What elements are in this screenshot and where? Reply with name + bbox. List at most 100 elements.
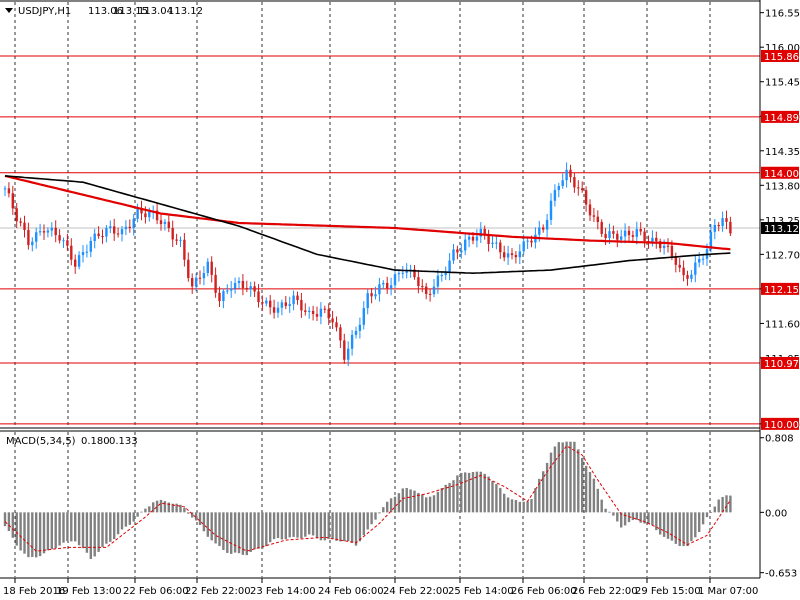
- candle-body: [327, 309, 330, 319]
- x-tick-label: 19 Feb 13:00: [56, 586, 122, 597]
- macd-bar: [526, 501, 529, 513]
- candle-body: [627, 230, 631, 236]
- candle-body: [27, 229, 30, 246]
- y-tick-label: 113.25: [765, 216, 800, 227]
- level-tag-label: 114.89: [764, 113, 799, 124]
- candle-body: [389, 285, 393, 289]
- macd-bar: [627, 512, 631, 523]
- level-tag: [761, 110, 799, 123]
- candle-body: [639, 229, 642, 232]
- candle-body: [370, 293, 373, 297]
- macd-bar: [230, 512, 233, 554]
- candle-body: [315, 314, 319, 317]
- macd-bar: [565, 441, 568, 513]
- macd-bar: [140, 511, 143, 513]
- macd-bar: [382, 507, 385, 513]
- macd-bar: [152, 502, 155, 513]
- candle-body: [261, 302, 264, 304]
- candle-body: [448, 260, 451, 273]
- macd-bar: [253, 512, 256, 550]
- macd-bar: [265, 512, 268, 547]
- macd-bar: [436, 491, 440, 513]
- macd-bar: [417, 492, 420, 513]
- macd-label: MACD(5,34,5): [6, 436, 76, 447]
- level-tag-label: 110.00: [764, 420, 799, 431]
- macd-bar: [354, 512, 358, 546]
- macd-bar: [7, 512, 11, 532]
- candle-body: [257, 291, 260, 303]
- macd-bar: [475, 471, 479, 513]
- candle-body: [331, 318, 334, 323]
- macd-bar: [350, 512, 354, 543]
- macd-bar: [54, 512, 57, 549]
- macd-bar: [655, 512, 658, 531]
- macd-bar: [584, 465, 588, 513]
- macd-bar: [315, 512, 319, 539]
- macd-axis: 0.808 0.00 -0.653: [760, 434, 797, 580]
- macd-bar: [58, 512, 61, 546]
- macd-bar: [335, 512, 338, 541]
- close-value: 113.12: [168, 6, 203, 17]
- candle-body: [545, 219, 549, 230]
- candle-body: [573, 177, 576, 188]
- low-value: 113.04: [138, 6, 173, 17]
- macd-bar: [729, 495, 732, 513]
- ma-fast-line: [4, 174, 731, 251]
- macd-bar: [690, 512, 693, 542]
- macd-bar: [651, 512, 654, 526]
- level-tag-label: 114.00: [764, 169, 799, 180]
- candle-body: [167, 221, 170, 229]
- candle-body: [374, 294, 377, 297]
- candle-body: [120, 229, 124, 235]
- candle-body: [495, 242, 498, 244]
- candle-body: [717, 224, 720, 227]
- macd-bar: [662, 512, 666, 537]
- candle-body: [335, 322, 338, 328]
- macd-bar: [534, 488, 537, 513]
- macd-bar: [272, 512, 276, 540]
- high-value: 113.15: [113, 6, 148, 17]
- macd-bar: [42, 512, 46, 554]
- candle-body: [526, 240, 529, 242]
- candle-body: [70, 245, 73, 260]
- candle-body: [144, 213, 147, 218]
- macd-bar: [635, 512, 638, 520]
- dropdown-icon[interactable]: [5, 8, 13, 13]
- candle-body: [66, 240, 69, 246]
- macd-bar: [214, 512, 217, 544]
- macd-bar: [366, 512, 369, 530]
- macd-bar: [167, 502, 170, 513]
- candle-body: [81, 252, 85, 256]
- macd-bar: [218, 512, 221, 547]
- macd-bar: [549, 452, 553, 513]
- macd-bar: [101, 512, 104, 547]
- candle-body: [565, 169, 568, 181]
- candle-body: [440, 275, 443, 277]
- x-tick-label: 18 Feb 2016: [3, 586, 65, 597]
- macd-bar: [467, 472, 471, 513]
- macd-bar: [460, 472, 463, 513]
- macd-bar: [432, 495, 436, 513]
- y-tick-label: 112.70: [765, 250, 800, 261]
- candle-body: [623, 230, 627, 237]
- candle-body: [136, 207, 139, 219]
- candle-body: [101, 236, 104, 238]
- candle-body: [58, 235, 61, 241]
- candle-body: [503, 252, 506, 258]
- candle-body: [670, 245, 674, 257]
- x-tick-label: 22 Feb 06:00: [123, 586, 189, 597]
- candle-body: [596, 216, 599, 222]
- macd-bar: [425, 497, 428, 513]
- macd-bar: [163, 501, 167, 513]
- candle-body: [538, 227, 541, 235]
- candle-body: [487, 235, 490, 245]
- candle-body: [187, 259, 190, 278]
- macd-bar: [503, 493, 506, 513]
- macd-bar: [378, 512, 381, 514]
- candle-body: [518, 251, 521, 258]
- chart-header: USDJPY,H1 113.06 113.15 113.04 113.12: [5, 6, 203, 17]
- candle-body: [245, 287, 248, 290]
- candle-body: [690, 274, 693, 279]
- macd-bar: [222, 512, 225, 551]
